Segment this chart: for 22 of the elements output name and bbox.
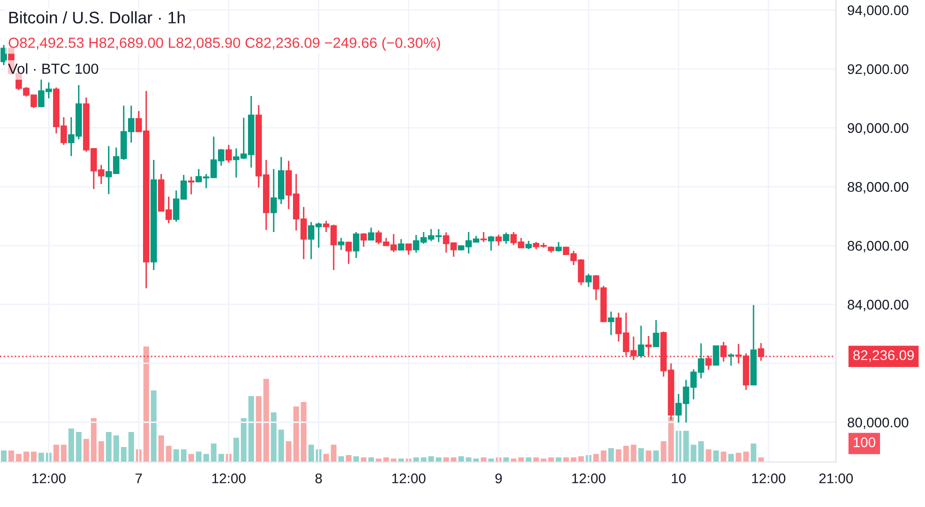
x-tick-label: 21:00 bbox=[819, 473, 853, 484]
text: O82,492.53 H82,689.00 L82,085.90 C82,236.09 −249.66 (−0.30%) bbox=[8, 37, 440, 51]
y-tick-label: 92,000.00 bbox=[848, 64, 908, 76]
y-tick-label: 84,000.00 bbox=[848, 300, 908, 312]
text: 100 bbox=[854, 437, 876, 448]
annotation: Vol · BTC 100 bbox=[8, 63, 98, 74]
y-tick-label: 94,000.00 bbox=[848, 5, 908, 17]
y-tick-label: 86,000.00 bbox=[848, 240, 908, 252]
y-tick-label: 80,000.00 bbox=[848, 418, 908, 430]
y-tick-label: 88,000.00 bbox=[848, 182, 908, 194]
x-tick-label: 12:00 bbox=[32, 473, 66, 484]
ref-line-label: 82,236.09 bbox=[853, 350, 914, 362]
text: Bitcoin / U.S. Dollar · 1h bbox=[9, 11, 185, 24]
x-tick-label: 12:00 bbox=[752, 473, 786, 484]
y-tick-label: 90,000.00 bbox=[848, 123, 908, 135]
x-tick-label: 12:00 bbox=[212, 473, 246, 484]
x-tick-label: 12:00 bbox=[572, 473, 606, 484]
x-tick-label: 10 bbox=[672, 473, 686, 484]
x-tick-label: 8 bbox=[315, 473, 322, 484]
x-tick-label: 9 bbox=[495, 473, 502, 484]
x-tick-label: 12:00 bbox=[392, 473, 426, 484]
x-tick-label: 7 bbox=[136, 474, 142, 484]
